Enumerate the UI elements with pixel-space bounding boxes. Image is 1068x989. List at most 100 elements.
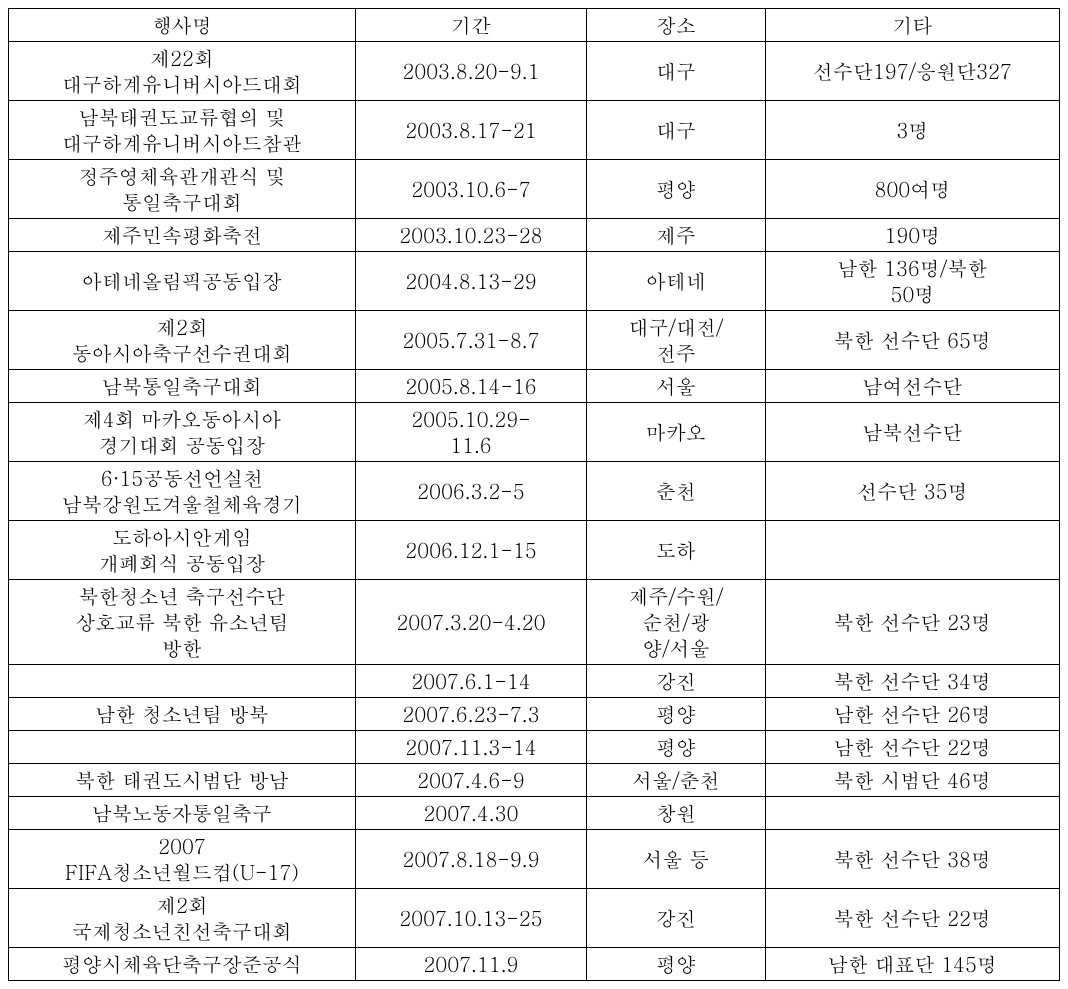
cell-other: 3명 xyxy=(765,101,1059,160)
cell-other: 남한 136명/북한50명 xyxy=(765,252,1059,311)
table-row: 정주영체육관개관식 및통일축구대회2003.10.6-7평양800여명 xyxy=(9,160,1060,219)
table-row: 2007.11.3-14평양남한 선수단 22명 xyxy=(9,731,1060,764)
cell-event: 제4회 마카오동아시아경기대회 공동입장 xyxy=(9,403,356,462)
cell-period: 2003.10.6-7 xyxy=(355,160,586,219)
cell-other xyxy=(765,797,1059,830)
table-header-row: 행사명 기간 장소 기타 xyxy=(9,9,1060,42)
cell-other: 남한 선수단 26명 xyxy=(765,698,1059,731)
cell-place: 창원 xyxy=(587,797,766,830)
table-row: 제2회국제청소년친선축구대회2007.10.13-25강진북한 선수단 22명 xyxy=(9,889,1060,948)
cell-other: 북한 선수단 38명 xyxy=(765,830,1059,889)
cell-other xyxy=(765,521,1059,580)
table-row: 평양시체육단축구장준공식2007.11.9평양남한 대표단 145명 xyxy=(9,948,1060,981)
cell-period: 2005.8.14-16 xyxy=(355,370,586,403)
table-row: 제22회대구하계유니버시아드대회2003.8.20-9.1대구선수단197/응원… xyxy=(9,42,1060,101)
col-header-period: 기간 xyxy=(355,9,586,42)
cell-place: 아테네 xyxy=(587,252,766,311)
cell-place: 평양 xyxy=(587,948,766,981)
cell-place: 서울 등 xyxy=(587,830,766,889)
table-row: 2007FIFA청소년월드컵(U-17)2007.8.18-9.9서울 등북한 … xyxy=(9,830,1060,889)
cell-other: 800여명 xyxy=(765,160,1059,219)
table-row: 남한 청소년팀 방북2007.6.23-7.3평양남한 선수단 26명 xyxy=(9,698,1060,731)
cell-period: 2007.3.20-4.20 xyxy=(355,580,586,665)
table-row: 북한 태권도시범단 방남2007.4.6-9서울/춘천북한 시범단 46명 xyxy=(9,764,1060,797)
cell-period: 2007.4.30 xyxy=(355,797,586,830)
cell-event: 정주영체육관개관식 및통일축구대회 xyxy=(9,160,356,219)
cell-period: 2007.10.13-25 xyxy=(355,889,586,948)
table-row: 제주민속평화축전2003.10.23-28제주190명 xyxy=(9,219,1060,252)
cell-event: 남한 청소년팀 방북 xyxy=(9,698,356,731)
cell-event: 제주민속평화축전 xyxy=(9,219,356,252)
cell-event: 남북통일축구대회 xyxy=(9,370,356,403)
cell-period: 2007.11.3-14 xyxy=(355,731,586,764)
cell-place: 평양 xyxy=(587,160,766,219)
cell-period: 2006.3.2-5 xyxy=(355,462,586,521)
table-row: 제2회동아시아축구선수권대회2005.7.31-8.7대구/대전/전주북한 선수… xyxy=(9,311,1060,370)
cell-period: 2007.6.1-14 xyxy=(355,665,586,698)
table-row: 6·15공동선언실천남북강원도겨울철체육경기2006.3.2-5춘천선수단 35… xyxy=(9,462,1060,521)
cell-event xyxy=(9,731,356,764)
col-header-other: 기타 xyxy=(765,9,1059,42)
cell-period: 2003.8.17-21 xyxy=(355,101,586,160)
cell-event: 제2회동아시아축구선수권대회 xyxy=(9,311,356,370)
cell-event: 남북태권도교류협의 및대구하계유니버시아드참관 xyxy=(9,101,356,160)
cell-event xyxy=(9,665,356,698)
cell-period: 2007.6.23-7.3 xyxy=(355,698,586,731)
cell-place: 강진 xyxy=(587,665,766,698)
cell-period: 2006.12.1-15 xyxy=(355,521,586,580)
cell-event: 북한청소년 축구선수단상호교류 북한 유소년팀방한 xyxy=(9,580,356,665)
cell-period: 2003.10.23-28 xyxy=(355,219,586,252)
table-row: 도하아시안게임개폐회식 공동입장2006.12.1-15도하 xyxy=(9,521,1060,580)
cell-place: 강진 xyxy=(587,889,766,948)
cell-period: 2007.4.6-9 xyxy=(355,764,586,797)
table-row: 북한청소년 축구선수단상호교류 북한 유소년팀방한2007.3.20-4.20제… xyxy=(9,580,1060,665)
cell-period: 2004.8.13-29 xyxy=(355,252,586,311)
cell-other: 북한 선수단 34명 xyxy=(765,665,1059,698)
cell-event: 2007FIFA청소년월드컵(U-17) xyxy=(9,830,356,889)
cell-event: 남북노동자통일축구 xyxy=(9,797,356,830)
table-row: 남북노동자통일축구2007.4.30창원 xyxy=(9,797,1060,830)
cell-other: 190명 xyxy=(765,219,1059,252)
cell-other: 북한 선수단 65명 xyxy=(765,311,1059,370)
table-row: 남북통일축구대회2005.8.14-16서울남여선수단 xyxy=(9,370,1060,403)
table-row: 아테네올림픽공동입장2004.8.13-29아테네남한 136명/북한50명 xyxy=(9,252,1060,311)
cell-period: 2007.11.9 xyxy=(355,948,586,981)
cell-other: 북한 선수단 22명 xyxy=(765,889,1059,948)
cell-place: 제주/수원/순천/광양/서울 xyxy=(587,580,766,665)
cell-event: 6·15공동선언실천남북강원도겨울철체육경기 xyxy=(9,462,356,521)
exchange-events-table: 행사명 기간 장소 기타 제22회대구하계유니버시아드대회2003.8.20-9… xyxy=(8,8,1060,981)
cell-place: 평양 xyxy=(587,731,766,764)
cell-period: 2003.8.20-9.1 xyxy=(355,42,586,101)
cell-place: 서울/춘천 xyxy=(587,764,766,797)
cell-other: 선수단 35명 xyxy=(765,462,1059,521)
table-row: 제4회 마카오동아시아경기대회 공동입장2005.10.29-11.6마카오남북… xyxy=(9,403,1060,462)
cell-place: 대구/대전/전주 xyxy=(587,311,766,370)
cell-other: 남한 선수단 22명 xyxy=(765,731,1059,764)
cell-event: 평양시체육단축구장준공식 xyxy=(9,948,356,981)
cell-place: 대구 xyxy=(587,101,766,160)
col-header-place: 장소 xyxy=(587,9,766,42)
cell-place: 도하 xyxy=(587,521,766,580)
table-row: 남북태권도교류협의 및대구하계유니버시아드참관2003.8.17-21대구3명 xyxy=(9,101,1060,160)
cell-place: 마카오 xyxy=(587,403,766,462)
table-row: 2007.6.1-14강진북한 선수단 34명 xyxy=(9,665,1060,698)
cell-place: 제주 xyxy=(587,219,766,252)
cell-other: 남여선수단 xyxy=(765,370,1059,403)
cell-place: 대구 xyxy=(587,42,766,101)
cell-place: 춘천 xyxy=(587,462,766,521)
cell-period: 2005.7.31-8.7 xyxy=(355,311,586,370)
cell-other: 남북선수단 xyxy=(765,403,1059,462)
table-body: 제22회대구하계유니버시아드대회2003.8.20-9.1대구선수단197/응원… xyxy=(9,42,1060,981)
cell-event: 도하아시안게임개폐회식 공동입장 xyxy=(9,521,356,580)
cell-period: 2007.8.18-9.9 xyxy=(355,830,586,889)
cell-other: 북한 시범단 46명 xyxy=(765,764,1059,797)
col-header-event: 행사명 xyxy=(9,9,356,42)
cell-other: 남한 대표단 145명 xyxy=(765,948,1059,981)
cell-place: 평양 xyxy=(587,698,766,731)
cell-event: 제2회국제청소년친선축구대회 xyxy=(9,889,356,948)
cell-event: 북한 태권도시범단 방남 xyxy=(9,764,356,797)
cell-place: 서울 xyxy=(587,370,766,403)
cell-period: 2005.10.29-11.6 xyxy=(355,403,586,462)
cell-event: 제22회대구하계유니버시아드대회 xyxy=(9,42,356,101)
cell-event: 아테네올림픽공동입장 xyxy=(9,252,356,311)
